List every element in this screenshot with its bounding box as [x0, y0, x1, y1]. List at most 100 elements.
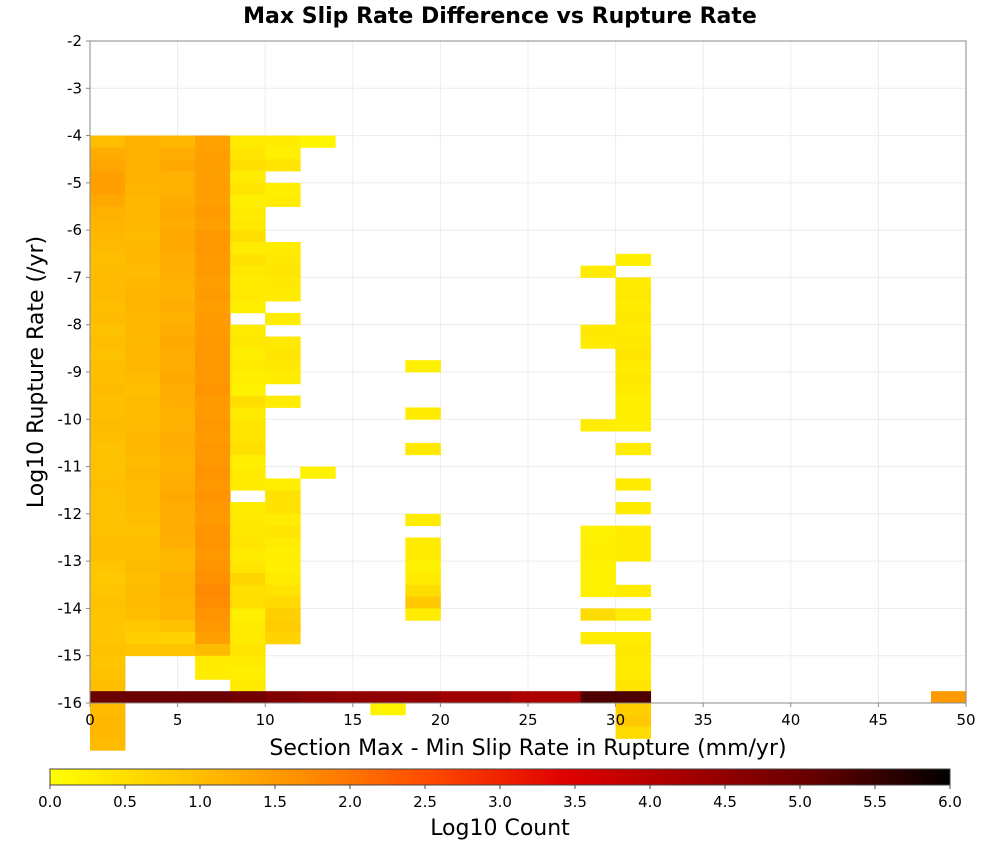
heatmap-cell: [160, 348, 196, 361]
heatmap-cell: [125, 395, 161, 408]
heatmap-cell: [160, 194, 196, 207]
heatmap-cell: [160, 620, 196, 633]
heatmap-cell: [90, 277, 126, 290]
heatmap-cell: [230, 182, 266, 196]
x-tick-label: 5: [173, 711, 183, 729]
heatmap-cell: [125, 265, 161, 278]
heatmap-cell: [265, 182, 301, 196]
heatmap-cell: [580, 561, 616, 574]
heatmap-cell: [195, 277, 231, 290]
heatmap-cell: [160, 419, 196, 432]
heatmap-cell: [160, 549, 196, 562]
heatmap-cell: [125, 419, 161, 432]
heatmap-cell: [615, 726, 652, 739]
heatmap-cell-bottom: [615, 691, 652, 703]
heatmap-cell: [230, 442, 266, 456]
heatmap-cell-bottom: [125, 691, 161, 703]
heatmap-cell: [265, 395, 301, 408]
heatmap-cell: [90, 383, 126, 397]
heatmap-cell: [265, 360, 301, 373]
heatmap-cell: [195, 159, 231, 172]
heatmap-cell-bottom: [90, 691, 126, 703]
colorbar-tick-label: 2.5: [413, 793, 437, 811]
heatmap-cell: [405, 561, 441, 574]
colorbar-tick-label: 3.0: [488, 793, 512, 811]
heatmap-cell: [160, 241, 196, 255]
heatmap-cell: [125, 502, 161, 515]
heatmap-cell: [230, 206, 266, 219]
heatmap-cell: [195, 147, 231, 160]
heatmap-cell: [90, 703, 126, 716]
heatmap-cell: [615, 478, 652, 491]
heatmap-cell: [160, 395, 196, 408]
colorbar-tick-label: 4.5: [713, 793, 737, 811]
heatmap-cell: [160, 171, 196, 184]
y-tick-label: -7: [67, 268, 82, 286]
colorbar-tick-label: 1.5: [263, 793, 287, 811]
heatmap-cell: [125, 348, 161, 361]
heatmap-cell: [160, 561, 196, 574]
heatmap-cell: [265, 561, 301, 574]
heatmap-cell: [125, 372, 161, 385]
heatmap-cell: [125, 549, 161, 562]
heatmap-cell: [580, 324, 616, 337]
heatmap-cell: [615, 643, 652, 657]
heatmap-cell: [265, 632, 301, 645]
heatmap-cell: [230, 667, 266, 680]
y-tick-label: -15: [58, 647, 83, 665]
heatmap-cell: [125, 230, 161, 243]
heatmap-cell: [125, 407, 161, 420]
heatmap-cell: [195, 608, 231, 621]
heatmap-cell: [125, 608, 161, 621]
heatmap-cell: [230, 655, 266, 668]
heatmap-cell: [90, 620, 126, 633]
heatmap-cell: [230, 230, 266, 243]
heatmap-cell: [90, 241, 126, 255]
y-tick-label: -8: [67, 316, 82, 334]
heatmap-cell: [615, 537, 652, 550]
heatmap-cell: [265, 608, 301, 621]
heatmap-cell: [160, 265, 196, 278]
heatmap-cell: [125, 171, 161, 184]
heatmap-cell: [90, 348, 126, 361]
heatmap-cell: [90, 442, 126, 456]
heatmap-cell: [195, 620, 231, 633]
heatmap-cell: [195, 478, 231, 491]
heatmap-cell: [230, 525, 266, 538]
heatmap-cell: [125, 301, 161, 314]
heatmap-cell-bottom: [930, 691, 967, 703]
heatmap-cell: [195, 655, 231, 668]
heatmap-cells: [90, 135, 967, 751]
heatmap-cell: [90, 513, 126, 527]
heatmap-cell: [90, 454, 126, 467]
heatmap-cell-bottom: [510, 691, 546, 703]
y-tick-label: -12: [58, 505, 83, 523]
heatmap-cell: [195, 182, 231, 196]
heatmap-cell: [230, 478, 266, 491]
heatmap-cell: [230, 324, 266, 337]
heatmap-cell: [615, 679, 652, 692]
heatmap-cell: [90, 714, 126, 728]
heatmap-cell: [230, 620, 266, 633]
heatmap-cell: [615, 502, 652, 515]
heatmap-cell: [615, 289, 652, 302]
heatmap-cell: [615, 714, 652, 728]
heatmap-cell: [265, 336, 301, 349]
heatmap-cell: [265, 584, 301, 598]
heatmap-cell: [160, 206, 196, 219]
heatmap-cell: [125, 466, 161, 479]
heatmap-cell: [195, 643, 231, 657]
heatmap-cell: [90, 395, 126, 408]
y-tick-label: -9: [67, 363, 82, 381]
heatmap-cell: [195, 324, 231, 337]
heatmap-cell: [615, 632, 652, 645]
heatmap-cell: [195, 206, 231, 219]
heatmap-cell-bottom: [405, 691, 441, 703]
x-tick-label: 20: [431, 711, 450, 729]
heatmap-cell: [160, 312, 196, 326]
heatmap-cell: [125, 159, 161, 172]
heatmap-cell: [615, 336, 652, 349]
heatmap-cell: [265, 159, 301, 172]
heatmap-cell: [265, 572, 301, 586]
heatmap-cell: [615, 383, 652, 397]
